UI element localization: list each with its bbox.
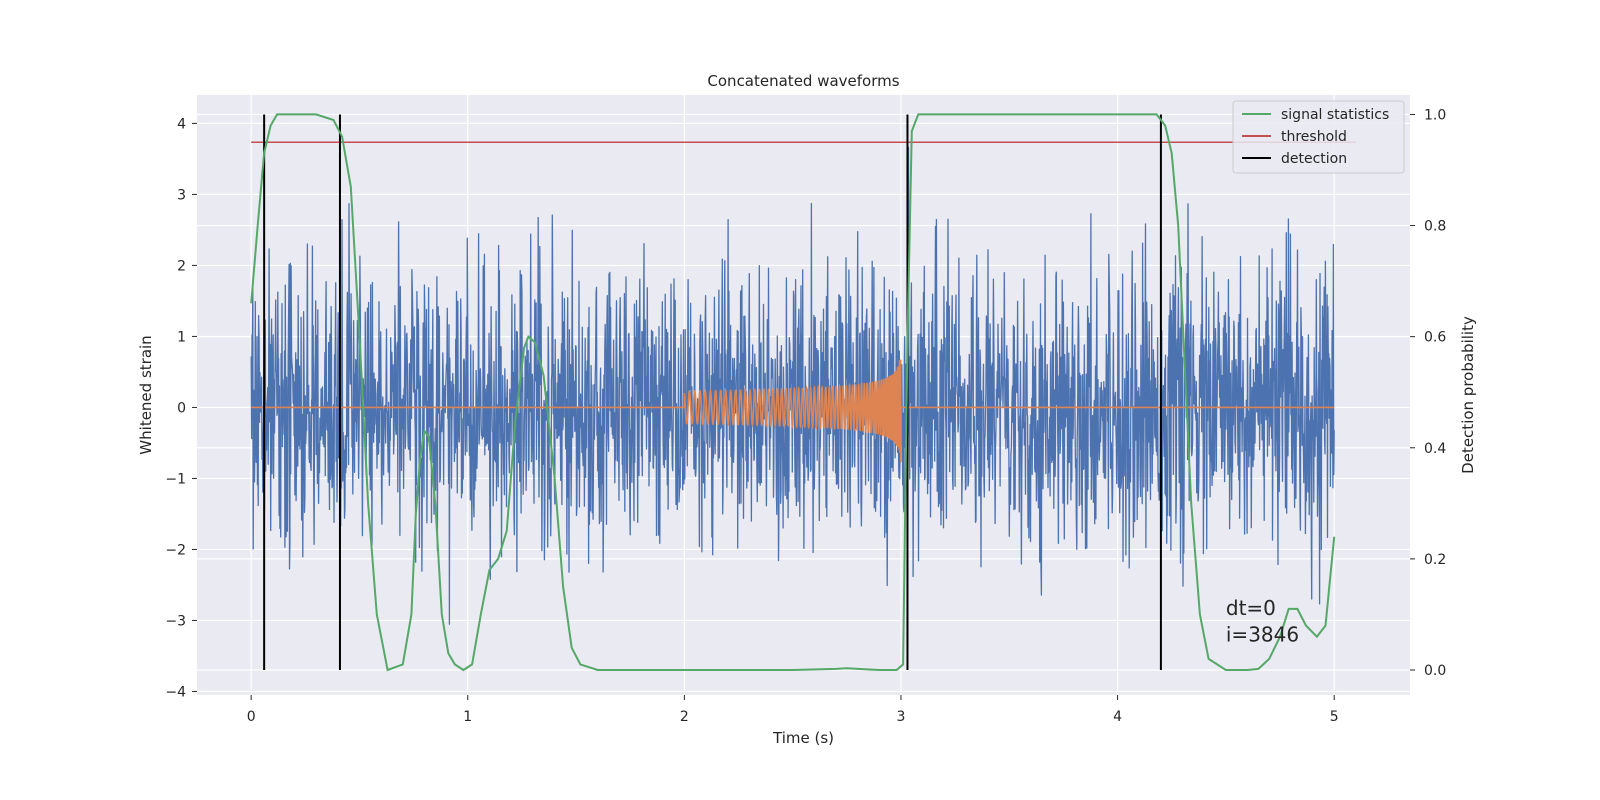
plot-area <box>197 95 1410 695</box>
x-tick-label: 5 <box>1330 709 1339 725</box>
x-axis-label: Time (s) <box>772 729 834 747</box>
legend-label-detection: detection <box>1281 151 1347 167</box>
legend-box <box>1232 100 1405 174</box>
y-tick-label: 0 <box>177 400 186 416</box>
x-tick-label: 3 <box>897 709 906 725</box>
y-tick-label: 3 <box>177 187 186 203</box>
strain-series-line <box>250 146 1335 625</box>
y-tick-label: −3 <box>165 613 186 629</box>
legend: signal statistics threshold detection <box>1232 100 1405 174</box>
y-tick-label: −2 <box>165 542 186 558</box>
y2-tick-label: 1.0 <box>1424 107 1446 123</box>
chart-title: Concatenated waveforms <box>707 72 899 90</box>
y-axis-label: Whitened strain <box>137 335 155 454</box>
y2-tick-label: 0.6 <box>1424 330 1446 346</box>
y2-tick-label: 0.2 <box>1424 552 1446 568</box>
y2-tick-label: 0.8 <box>1424 219 1446 235</box>
legend-label-threshold: threshold <box>1281 129 1347 145</box>
y-tick-label: 4 <box>177 116 186 132</box>
signal-statistics-line <box>250 113 1336 672</box>
x-tick-label: 2 <box>680 709 689 725</box>
y-tick-label: 2 <box>177 258 186 274</box>
y2-axis-label: Detection probability <box>1459 316 1477 474</box>
y2-tick-label: 0.4 <box>1424 441 1446 457</box>
x-tick-label: 1 <box>463 709 472 725</box>
annotation-dt: dt=0 <box>1226 596 1276 620</box>
x-tick-label: 0 <box>247 709 256 725</box>
waveform-series-line <box>251 359 1335 463</box>
y2-tick-label: 0.0 <box>1424 663 1446 679</box>
annotation-index: i=3846 <box>1226 623 1299 647</box>
y-tick-label: −4 <box>165 684 186 700</box>
y-tick-label: 1 <box>177 329 186 345</box>
y-axis-left: −4 −3 −2 −1 0 1 2 3 4 <box>165 116 197 700</box>
x-tick-label: 4 <box>1113 709 1122 725</box>
legend-label-signal-statistics: signal statistics <box>1281 107 1389 123</box>
x-axis: 0 1 2 3 4 5 <box>247 695 1339 725</box>
y-axis-right: 0.0 0.2 0.4 0.6 0.8 1.0 <box>1410 107 1446 679</box>
y-tick-label: −1 <box>165 471 186 487</box>
